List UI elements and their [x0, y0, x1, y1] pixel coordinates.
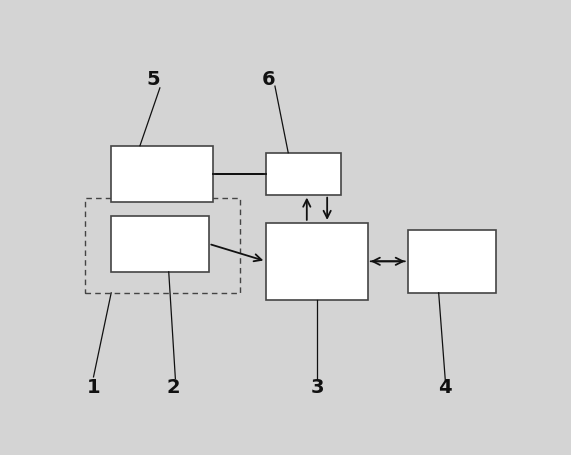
Text: 4: 4	[439, 378, 452, 397]
Bar	[111, 146, 213, 202]
Text: 5: 5	[146, 70, 160, 89]
Bar	[85, 198, 240, 293]
Bar	[266, 223, 368, 300]
Bar	[111, 216, 208, 272]
Text: 2: 2	[166, 378, 180, 397]
Text: 1: 1	[87, 378, 100, 397]
Text: 3: 3	[310, 378, 324, 397]
Bar	[408, 230, 496, 293]
Text: 6: 6	[262, 70, 275, 89]
Bar	[266, 153, 341, 195]
